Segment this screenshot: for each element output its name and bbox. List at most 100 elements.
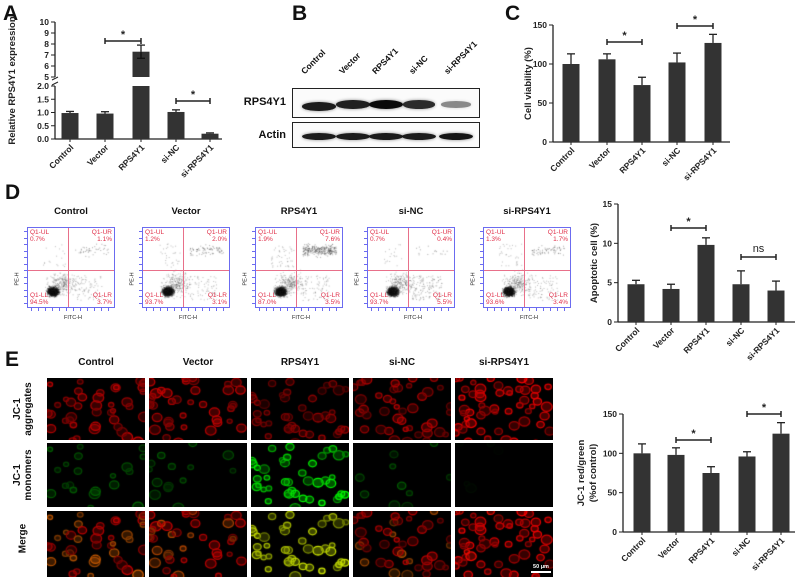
x-axis-tick <box>52 308 53 311</box>
y-axis-tick <box>24 263 27 265</box>
quadrant-ll: Q1-LL 87.0% <box>258 292 277 306</box>
y-axis-tick <box>252 257 255 258</box>
x-axis-label-fitc-h: FITC-H <box>519 315 538 321</box>
quadrant-name: Q1-LR <box>320 292 340 299</box>
gate-line-horizontal <box>368 270 454 272</box>
axis-break-mark <box>51 76 59 81</box>
micrograph-column-title: RPS4Y1 <box>280 357 320 368</box>
flow-plot-control: Q1-UL 0.7% Q1-UR 1.1% Q1-LL 94.5% Q1-LR 3.7% <box>27 227 116 309</box>
flow-plot-title: Control <box>54 206 88 217</box>
x-axis-tick <box>266 308 267 311</box>
micrograph-column-title: Vector <box>182 357 214 368</box>
quadrant-name: Q1-LL <box>258 292 277 299</box>
x-tick-label: si-NC <box>724 325 747 348</box>
quadrant-percent: 1.1% <box>97 235 112 243</box>
x-axis-tick <box>508 308 509 311</box>
x-axis-tick <box>448 308 449 311</box>
scale-bar: 50 μm <box>531 564 551 573</box>
quadrant-percent: 1.7% <box>553 235 568 243</box>
bar <box>668 62 686 142</box>
quadrant-name: Q1-UR <box>431 229 452 236</box>
quadrant-ll: Q1-LL 94.5% <box>30 292 48 306</box>
bar <box>633 453 651 532</box>
micrograph-aggregates-rps4y1 <box>251 378 349 440</box>
x-axis-tick <box>73 308 74 311</box>
y-tick-label: 6 <box>44 61 49 71</box>
bar <box>662 288 680 322</box>
x-axis-tick <box>153 308 154 311</box>
panel-label-e: E <box>5 348 20 371</box>
y-axis-tick <box>364 263 367 265</box>
y-axis-label: JC-1 red/green <box>576 440 587 507</box>
x-axis-tick <box>195 308 196 311</box>
quadrant-name: Q1-UL <box>486 229 506 236</box>
x-axis-tick <box>557 308 558 311</box>
y-axis-tick <box>24 250 27 252</box>
micrograph-aggregates-si-nc <box>353 378 451 440</box>
gate-line-horizontal <box>143 270 229 272</box>
quadrant-name: Q1-LR <box>207 292 227 299</box>
micrograph-merge-si-rps4y1 <box>455 511 553 577</box>
x-tick-label: si-NC <box>730 535 753 558</box>
x-axis-tick <box>529 308 530 311</box>
protein-band <box>302 102 336 111</box>
y-axis-tick <box>252 244 255 245</box>
x-tick-label: si-RPS4Y1 <box>744 325 781 362</box>
y-axis-label: Apoptotic cell (%) <box>589 223 600 303</box>
x-tick-label: Vector <box>651 325 677 351</box>
y-axis-tick <box>252 276 255 278</box>
quadrant-lr: Q1-LR 3.1% <box>207 292 227 306</box>
y-axis-tick <box>24 276 27 278</box>
y-axis-tick <box>252 302 255 304</box>
x-tick-label: RPS4Y1 <box>116 142 146 172</box>
quadrant-ll: Q1-LL 93.7% <box>370 292 389 306</box>
x-axis-tick <box>188 308 189 311</box>
micrograph-monomers-vector <box>149 443 247 507</box>
quadrant-ur: Q1-UR 0.4% <box>431 229 452 243</box>
quadrant-percent: 3.1% <box>212 298 227 306</box>
x-tick-label: si-RPS4Y1 <box>749 535 786 572</box>
bar <box>697 244 715 322</box>
bar <box>732 284 750 322</box>
quadrant-percent: 93.7% <box>370 298 389 306</box>
y-tick-label: 150 <box>603 409 617 419</box>
x-tick-label: Control <box>619 535 647 563</box>
quadrant-percent: 1.3% <box>486 235 501 243</box>
protein-band <box>402 100 436 109</box>
significance-label: * <box>686 216 691 228</box>
flow-scatter <box>256 228 344 309</box>
quadrant-percent: 3.4% <box>553 298 568 306</box>
quadrant-lr: Q1-LR 5.5% <box>433 292 452 306</box>
blot-row-label-actin: Actin <box>258 129 287 141</box>
x-tick-label: RPS4Y1 <box>686 535 716 565</box>
x-axis-tick <box>501 308 502 311</box>
x-axis-tick <box>315 308 316 311</box>
significance-label: * <box>191 89 196 101</box>
x-axis-tick <box>399 308 400 311</box>
bar <box>767 290 785 322</box>
y-axis-tick <box>139 276 142 278</box>
x-axis-tick <box>371 308 372 311</box>
quadrant-ll: Q1-LL 93.6% <box>486 292 504 306</box>
y-tick-label: 0.5 <box>37 121 49 131</box>
x-tick-label: RPS4Y1 <box>617 145 647 175</box>
bar <box>167 111 185 139</box>
y-axis-label: Relative RPS4Y1 expression <box>7 16 18 145</box>
x-axis-tick <box>543 308 544 311</box>
flow-plot-rps4y1: Q1-UL 1.9% Q1-UR 7.6% Q1-LL 87.0% Q1-LR 3.5% <box>255 227 344 309</box>
quadrant-name: Q1-UL <box>258 229 278 236</box>
x-axis-tick <box>392 308 393 311</box>
x-axis-tick <box>87 308 88 311</box>
micrograph-monomers-rps4y1 <box>251 443 349 507</box>
x-axis-tick <box>420 308 421 311</box>
quadrant-ur: Q1-UR 1.1% <box>92 229 112 243</box>
gate-line-horizontal <box>484 270 570 272</box>
y-tick-label: 100 <box>533 59 547 69</box>
significance-label: * <box>622 30 627 42</box>
y-axis-tick <box>364 257 367 258</box>
x-tick-label: RPS4Y1 <box>681 325 711 355</box>
x-axis-tick <box>59 308 60 311</box>
bar <box>627 284 645 322</box>
y-axis-tick <box>24 296 27 297</box>
y-tick-label: 100 <box>603 448 617 458</box>
